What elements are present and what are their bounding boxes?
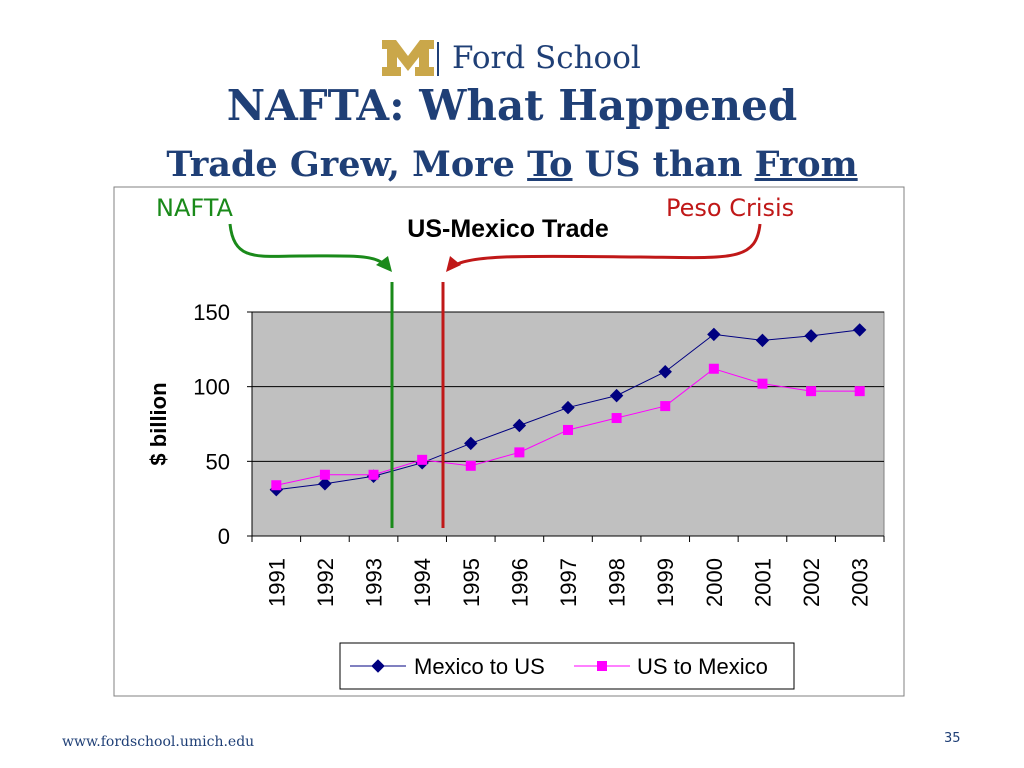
data-point-1: [609, 388, 624, 403]
legend-box: [339, 642, 795, 690]
data-point-2: [806, 386, 817, 397]
legend-marker-1: [371, 659, 385, 673]
nafta-arrowhead-icon: [376, 256, 392, 272]
data-point-2: [368, 469, 379, 480]
data-point-2: [271, 480, 282, 491]
legend-label-2: US to Mexico: [637, 654, 768, 679]
data-point-2: [708, 363, 719, 374]
ford-school-logo: Ford School: [382, 38, 652, 78]
y-tick-label: 150: [193, 300, 230, 325]
data-point-1: [561, 400, 575, 415]
y-axis-label: $ billion: [146, 382, 171, 465]
data-point-1: [318, 477, 332, 491]
logo-text: Ford School: [452, 40, 641, 76]
page-number: 35: [944, 731, 961, 746]
y-tick-label: 100: [193, 375, 230, 400]
data-point-1: [804, 329, 818, 343]
data-point-2: [465, 460, 476, 471]
peso-crisis-arrowhead-icon: [446, 256, 461, 272]
data-point-2: [319, 469, 330, 480]
chart-title: US-Mexico Trade: [407, 215, 609, 243]
data-point-2: [757, 378, 768, 389]
data-point-2: [611, 413, 622, 424]
data-point-1: [512, 418, 527, 433]
x-tick-label: 1997: [556, 558, 581, 607]
nafta-arrow: [228, 223, 388, 268]
x-tick-label: 2001: [750, 558, 775, 607]
data-point-2: [417, 454, 428, 465]
x-tick-label: 1992: [313, 558, 338, 607]
subtitle-part-1: Trade Grew, More: [166, 144, 528, 185]
data-point-1: [464, 436, 478, 451]
subtitle-part-4: From: [754, 144, 858, 185]
page-subtitle: Trade Grew, More To US than From: [0, 142, 1024, 188]
data-point-2: [854, 386, 865, 397]
page-title: NAFTA: What Happened: [226, 81, 798, 130]
legend-marker-2: [597, 661, 607, 671]
plot-area: 0 50 100 150 1991 1992 1993 1994 1995 1996 1997 199…: [193, 300, 885, 607]
subtitle-part-2: To: [527, 144, 573, 185]
data-point-1: [658, 365, 672, 379]
footer-url[interactable]: www.fordschool.umich.edu: [62, 734, 255, 750]
michigan-m-icon: [382, 40, 434, 76]
data-point-2: [660, 401, 671, 412]
x-tick-label: 2002: [799, 558, 824, 607]
subtitle-part-3: US than: [572, 144, 755, 185]
y-tick-label: 0: [218, 524, 230, 549]
x-tick-label: 1998: [605, 558, 630, 607]
x-tick-label: 1996: [507, 558, 532, 607]
data-point-1: [707, 327, 721, 342]
x-tick-label: 1994: [410, 558, 435, 607]
x-tick-label: 2003: [848, 558, 873, 607]
x-tick-label: 1991: [264, 558, 289, 607]
peso-crisis-arrow: [453, 223, 762, 268]
plot-background: [251, 311, 885, 537]
x-tick-label: 1995: [459, 558, 484, 607]
x-tick-label: 2000: [702, 558, 727, 607]
y-tick-label: 50: [206, 449, 230, 474]
data-point-1: [852, 323, 867, 337]
x-tick-label: 1993: [362, 558, 387, 607]
legend-label-1: Mexico to US: [414, 654, 545, 679]
data-point-2: [514, 447, 525, 458]
peso-crisis-label: Peso Crisis: [666, 194, 794, 222]
logo-separator: [437, 42, 439, 76]
data-point-2: [563, 424, 573, 435]
legend: Mexico to US US to Mexico: [339, 642, 795, 690]
data-point-1: [755, 333, 770, 348]
nafta-label: NAFTA: [156, 194, 234, 222]
x-tick-label: 1999: [653, 558, 678, 607]
